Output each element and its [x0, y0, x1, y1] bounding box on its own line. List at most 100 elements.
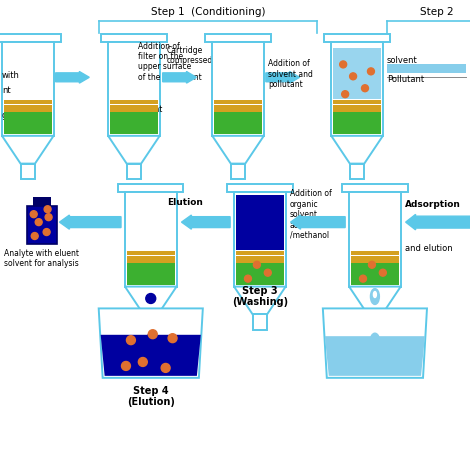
Bar: [333, 105, 381, 112]
Circle shape: [362, 85, 368, 91]
Polygon shape: [234, 287, 286, 314]
Bar: [351, 263, 399, 284]
Text: nt: nt: [2, 86, 10, 95]
Circle shape: [340, 61, 346, 68]
FancyArrow shape: [60, 215, 121, 229]
Text: with: with: [2, 71, 20, 80]
Polygon shape: [331, 136, 383, 164]
Circle shape: [127, 336, 136, 345]
Bar: [110, 105, 158, 112]
Circle shape: [350, 73, 356, 80]
Bar: [110, 112, 158, 134]
Bar: [368, 314, 382, 330]
Text: ge: ge: [2, 110, 13, 119]
Bar: [20, 164, 35, 180]
Bar: [4, 112, 52, 134]
Circle shape: [43, 228, 50, 236]
Bar: [214, 100, 262, 104]
Text: Addition of
organic
solvent
acetonitrile
/methanol: Addition of organic solvent acetonitrile…: [290, 190, 334, 240]
Bar: [227, 184, 292, 192]
Circle shape: [368, 261, 375, 268]
Polygon shape: [212, 136, 264, 164]
Polygon shape: [323, 309, 427, 378]
Ellipse shape: [371, 333, 379, 347]
Bar: [33, 197, 51, 206]
Circle shape: [30, 211, 37, 218]
Bar: [127, 251, 174, 255]
Circle shape: [35, 219, 42, 226]
Circle shape: [360, 275, 366, 282]
Ellipse shape: [371, 289, 379, 304]
Polygon shape: [100, 335, 201, 376]
Bar: [333, 112, 381, 134]
Bar: [333, 100, 381, 104]
Bar: [144, 314, 158, 330]
Bar: [351, 251, 399, 255]
Bar: [4, 100, 52, 104]
FancyArrow shape: [291, 215, 345, 229]
Bar: [127, 164, 141, 180]
Bar: [27, 206, 56, 244]
Circle shape: [121, 362, 130, 370]
FancyArrow shape: [182, 215, 230, 229]
Bar: [27, 206, 56, 244]
FancyArrow shape: [406, 214, 470, 230]
Bar: [331, 42, 383, 136]
Bar: [0, 34, 61, 42]
Bar: [118, 184, 183, 192]
Text: Analyte with eluent
solvent for analysis: Analyte with eluent solvent for analysis: [4, 249, 79, 268]
Bar: [101, 34, 167, 42]
Bar: [342, 184, 408, 192]
Circle shape: [138, 357, 147, 366]
Circle shape: [367, 68, 374, 75]
Bar: [351, 256, 399, 263]
Bar: [127, 263, 174, 284]
Circle shape: [168, 334, 177, 343]
Bar: [236, 256, 283, 263]
Circle shape: [264, 269, 271, 276]
Text: Pollutant: Pollutant: [387, 75, 424, 84]
Circle shape: [146, 293, 156, 303]
Bar: [110, 100, 158, 104]
Text: Step 3
(Washing): Step 3 (Washing): [232, 286, 288, 307]
Bar: [236, 195, 283, 250]
Bar: [4, 105, 52, 112]
Circle shape: [31, 233, 38, 239]
Polygon shape: [2, 136, 54, 164]
Text: Step 4
(Elution): Step 4 (Elution): [127, 386, 175, 407]
Circle shape: [254, 261, 260, 268]
Circle shape: [161, 364, 170, 373]
Text: Adsorbent: Adsorbent: [124, 105, 164, 114]
Bar: [231, 164, 245, 180]
Text: solvent: solvent: [387, 56, 418, 65]
Bar: [333, 47, 381, 99]
Text: Step 1  (Conditioning): Step 1 (Conditioning): [151, 7, 265, 17]
Bar: [349, 192, 401, 287]
Circle shape: [148, 330, 157, 338]
FancyArrow shape: [266, 72, 300, 83]
Bar: [324, 34, 390, 42]
Bar: [214, 105, 262, 112]
Bar: [214, 112, 262, 134]
Bar: [2, 42, 54, 136]
Bar: [108, 42, 160, 136]
Polygon shape: [99, 309, 203, 378]
Bar: [236, 251, 283, 255]
FancyArrow shape: [55, 72, 89, 83]
Bar: [234, 192, 286, 287]
Text: Cartridge
compressed: Cartridge compressed: [167, 46, 213, 65]
Bar: [387, 64, 466, 73]
Bar: [212, 42, 264, 136]
Polygon shape: [325, 336, 425, 376]
Circle shape: [342, 91, 349, 98]
Text: Addition of
solvent and
pollutant: Addition of solvent and pollutant: [268, 59, 313, 89]
Circle shape: [146, 334, 156, 344]
FancyArrow shape: [163, 72, 196, 83]
Circle shape: [44, 206, 51, 213]
Circle shape: [45, 214, 52, 220]
Bar: [253, 314, 267, 330]
Polygon shape: [108, 136, 160, 164]
Circle shape: [245, 275, 251, 282]
Bar: [350, 164, 365, 180]
Text: and elution: and elution: [405, 245, 452, 254]
